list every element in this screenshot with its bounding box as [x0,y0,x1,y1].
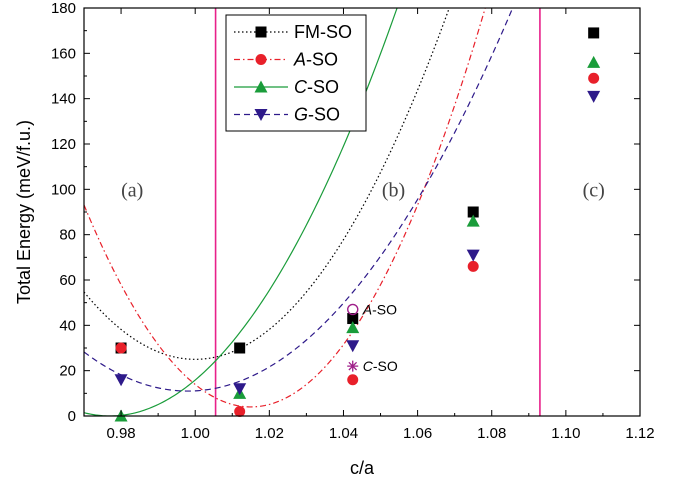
annotation-label-1: A-SO [362,301,397,317]
data-points-layer: A-SO C-SO [114,27,601,422]
point-fm-so-3 [347,313,359,325]
point-c-so-5 [587,55,601,68]
axes-layer: 0.98 1.00 1.02 1.04 1.06 1.08 1.10 1.12 0 20 40 60 8… [51,0,655,442]
legend-label-g-so: G-SO [294,105,340,125]
point-fm-so-5 [588,27,600,39]
y-tick-label-6: 100 [51,181,76,198]
point-fm-so-4 [467,206,479,218]
point-g-so-1 [114,374,128,387]
point-a-so-4 [467,260,479,272]
point-a-so-3 [347,374,359,386]
annotation-label-2: C-SO [363,358,398,374]
y-axis-label: Total Energy (meV/f.u.) [14,120,34,304]
x-tick-label-4: 1.04 [329,425,358,442]
point-g-so-2 [233,383,247,396]
y-tick-label-2: 20 [59,363,76,380]
region-label-2: (b) [382,179,405,201]
x-tick-label-1: 0.98 [106,425,135,442]
x-tick-label-6: 1.08 [477,425,506,442]
x-tick-label-5: 1.06 [403,425,432,442]
point-g-so-5 [587,90,601,103]
legend-marker-c-so [254,80,268,93]
annotation-point-2 [347,360,359,372]
region-label-1: (a) [121,179,143,201]
y-tick-label-10: 180 [51,0,76,17]
legend-box [225,14,367,132]
region-layer: (a) (b) (c) [121,8,605,416]
y-tick-label-9: 160 [51,45,76,62]
legend-marker-g-so [254,109,268,121]
y-tick-label-4: 60 [59,272,76,289]
y-tick-label-5: 80 [59,227,76,244]
point-a-so-2 [234,405,246,417]
region-label-3: (c) [583,179,605,201]
legend-label-fm-so: FM-SO [294,22,352,42]
point-g-so-4 [466,249,480,262]
annotation-point-1 [347,303,359,316]
point-c-so-4 [466,214,480,227]
point-fm-so-2 [234,342,246,354]
point-g-so-3 [346,340,360,353]
legend-marker-fm-so [255,26,267,38]
fit-curve-g-so [84,8,514,392]
point-c-so-3 [346,321,360,334]
point-a-so-1 [115,342,127,354]
legend-marker-a-so [255,54,267,65]
x-tick-label-7: 1.10 [551,425,580,442]
x-tick-label-3: 1.02 [255,425,284,442]
point-a-so-5 [588,72,600,84]
fit-curve-a-so [84,8,486,408]
legend-label-c-so: C-SO [294,77,339,97]
x-tick-label-2: 1.00 [181,425,210,442]
legend: FM-SO A-SO C-SO G-SO [225,14,367,132]
legend-label-a-so: A-SO [293,50,338,70]
y-tick-label-1: 0 [68,408,76,425]
x-tick-label-8: 1.12 [625,425,654,442]
y-tick-label-3: 40 [59,317,76,334]
x-axis-label: c/a [350,458,375,478]
y-tick-label-8: 140 [51,91,76,108]
y-tick-label-7: 120 [51,136,76,153]
